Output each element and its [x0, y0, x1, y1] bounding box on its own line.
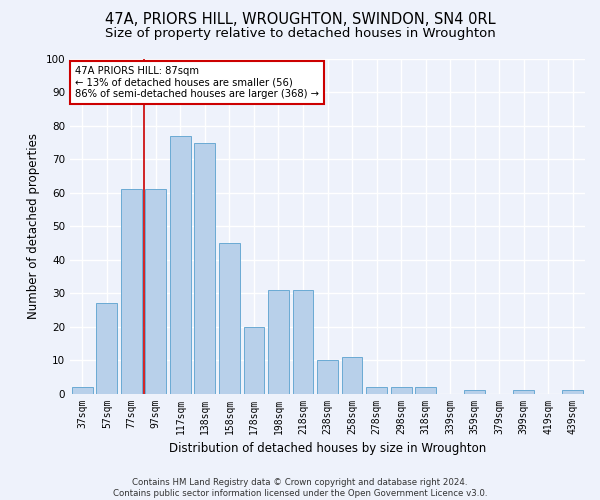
Text: 47A, PRIORS HILL, WROUGHTON, SWINDON, SN4 0RL: 47A, PRIORS HILL, WROUGHTON, SWINDON, SN… — [104, 12, 496, 28]
Bar — [366, 387, 387, 394]
Bar — [391, 387, 412, 394]
Bar — [244, 326, 265, 394]
Bar — [145, 190, 166, 394]
Bar — [464, 390, 485, 394]
Bar — [72, 387, 93, 394]
Bar — [341, 357, 362, 394]
Bar — [562, 390, 583, 394]
Bar — [194, 142, 215, 394]
Text: 47A PRIORS HILL: 87sqm
← 13% of detached houses are smaller (56)
86% of semi-det: 47A PRIORS HILL: 87sqm ← 13% of detached… — [75, 66, 319, 99]
Text: Contains HM Land Registry data © Crown copyright and database right 2024.
Contai: Contains HM Land Registry data © Crown c… — [113, 478, 487, 498]
X-axis label: Distribution of detached houses by size in Wroughton: Distribution of detached houses by size … — [169, 442, 486, 455]
Bar — [97, 303, 117, 394]
Bar — [170, 136, 191, 394]
Bar — [121, 190, 142, 394]
Bar — [317, 360, 338, 394]
Bar — [513, 390, 534, 394]
Y-axis label: Number of detached properties: Number of detached properties — [27, 134, 40, 320]
Bar — [293, 290, 313, 394]
Bar — [415, 387, 436, 394]
Bar — [219, 243, 240, 394]
Bar — [268, 290, 289, 394]
Text: Size of property relative to detached houses in Wroughton: Size of property relative to detached ho… — [104, 28, 496, 40]
